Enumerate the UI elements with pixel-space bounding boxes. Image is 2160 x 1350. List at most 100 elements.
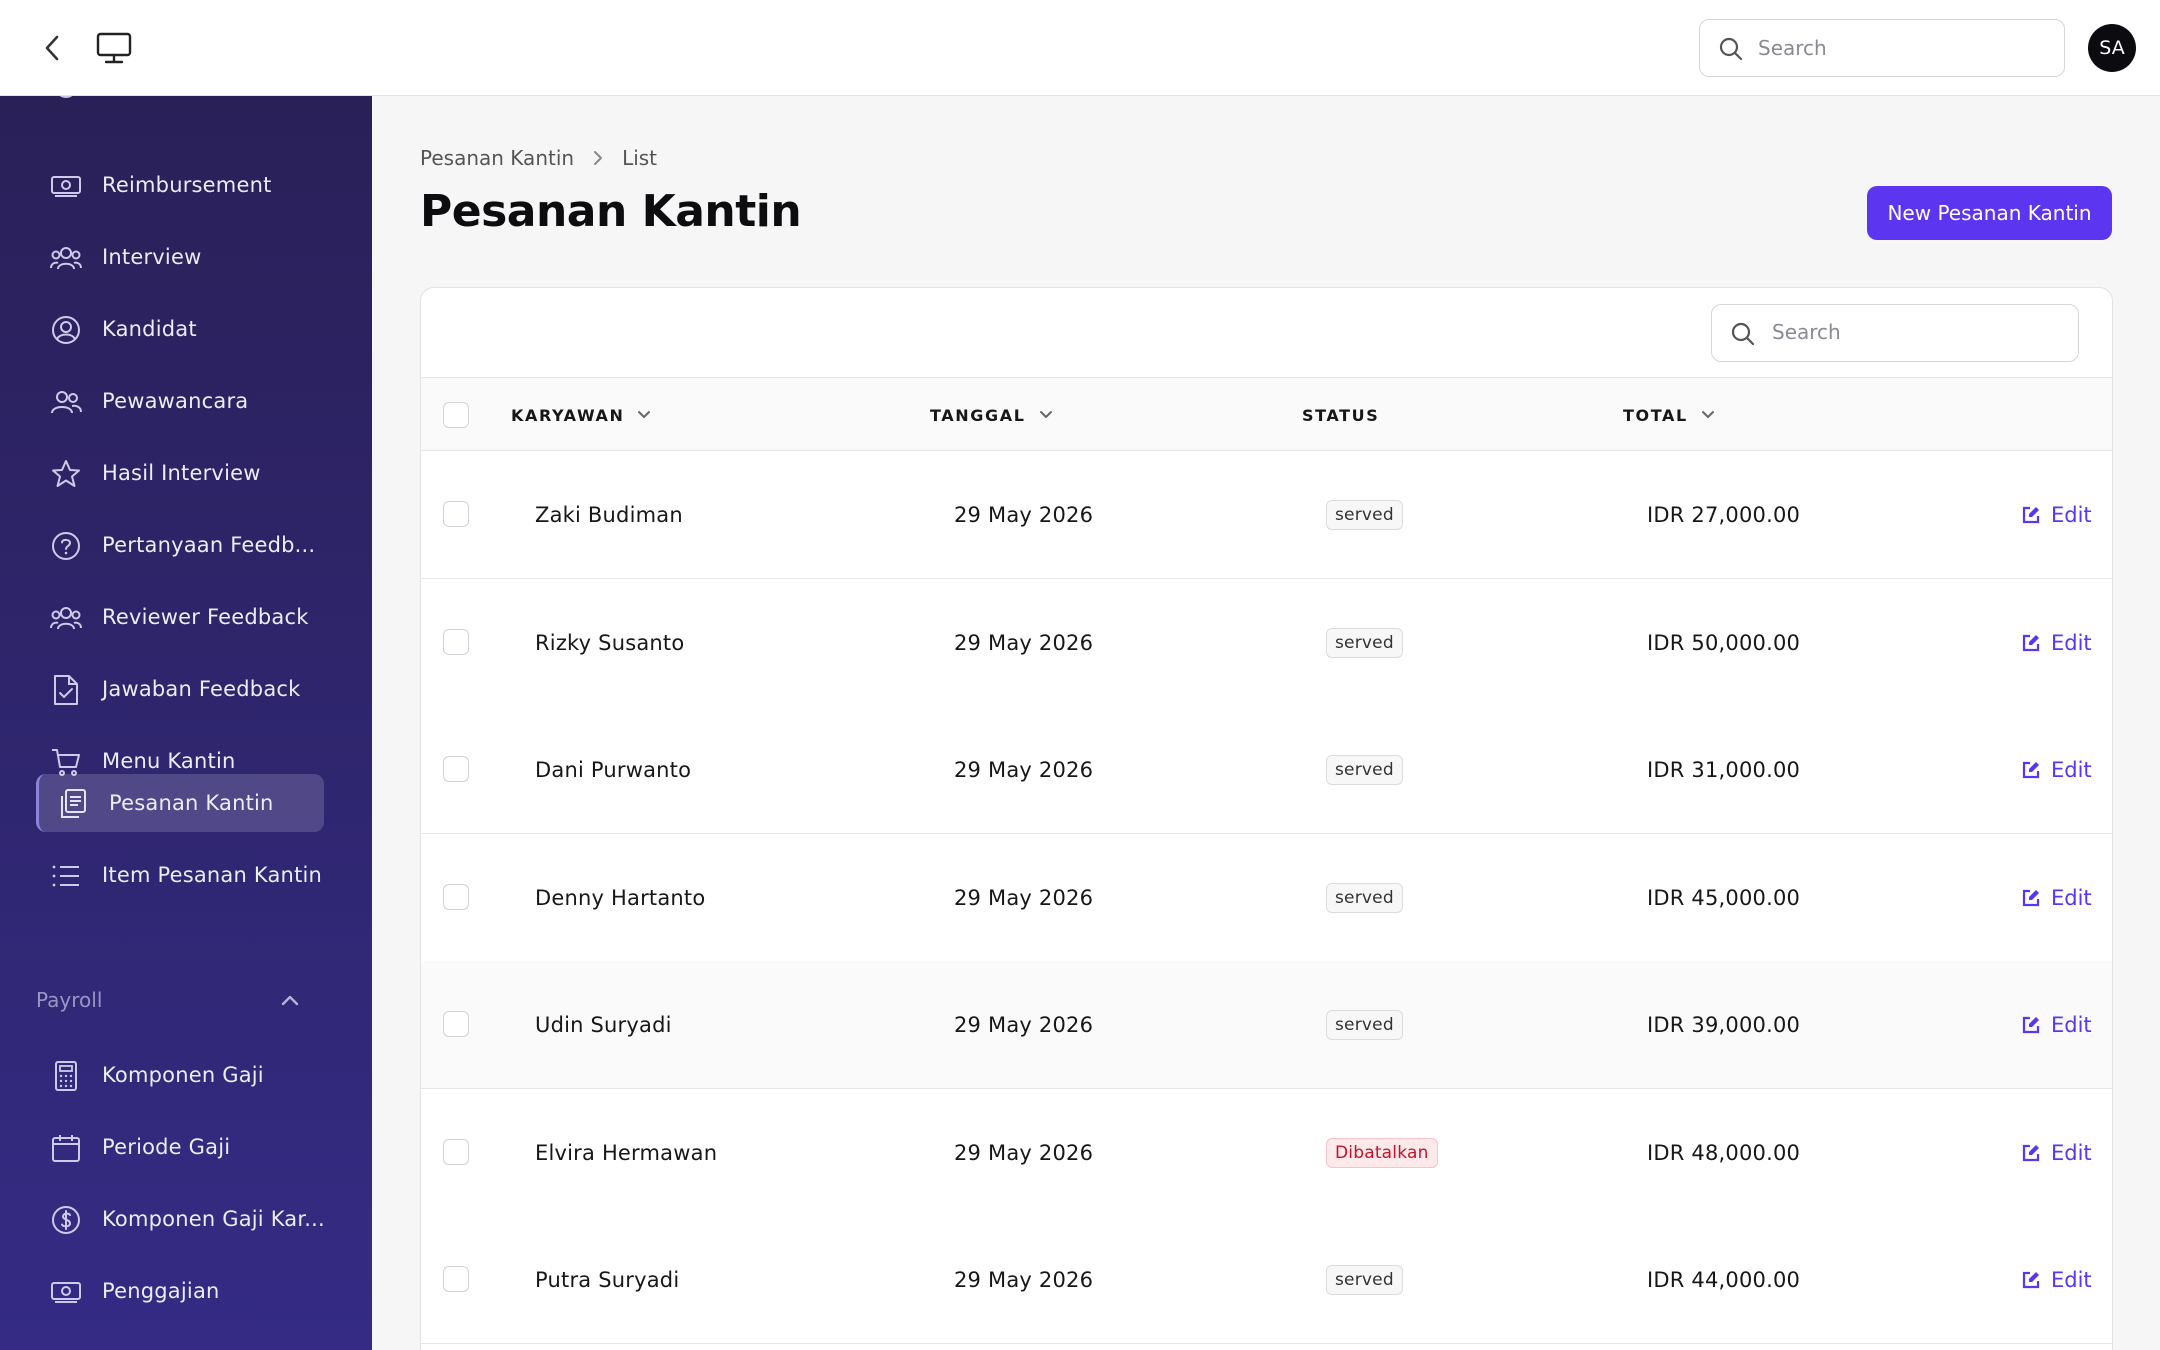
column-header-label: TANGGAL — [930, 405, 1026, 425]
document-check-icon — [50, 674, 82, 706]
column-header-karyawan[interactable]: KARYAWAN — [511, 378, 652, 452]
row-checkbox[interactable] — [443, 501, 469, 527]
sidebar-item-menu-kantin[interactable]: Menu Kantin — [36, 732, 324, 790]
table-row[interactable]: Denny Hartanto 29 May 2026 served IDR 45… — [421, 834, 2112, 962]
row-checkbox[interactable] — [443, 756, 469, 782]
sidebar-item-label: Pertanyaan Feedb... — [102, 533, 316, 557]
edit-button[interactable]: Edit — [2021, 706, 2092, 833]
edit-label: Edit — [2051, 630, 2092, 655]
clipboard-icon — [57, 788, 89, 820]
row-checkbox[interactable] — [443, 1011, 469, 1037]
edit-button[interactable]: Edit — [2021, 451, 2092, 578]
edit-icon — [2022, 761, 2040, 778]
status-badge: served — [1326, 627, 1403, 658]
row-checkbox[interactable] — [443, 1139, 469, 1165]
cell-karyawan: Denny Hartanto — [535, 885, 706, 910]
breadcrumb-link[interactable]: Pesanan Kantin — [420, 146, 575, 170]
sidebar-item-pesanan-kantin[interactable]: Pesanan Kantin — [36, 774, 324, 832]
sidebar-item-interview[interactable]: Interview — [36, 228, 324, 286]
chevron-down-icon — [1700, 409, 1716, 421]
sidebar-item-penggajian[interactable]: Penggajian — [36, 1262, 324, 1320]
cell-status: Dibatalkan — [1326, 1089, 1438, 1216]
user-avatar[interactable]: SA — [2088, 24, 2136, 72]
sidebar-item-komponen-gaji-karyawan[interactable]: Komponen Gaji Kar... — [36, 1190, 325, 1248]
cell-tanggal: 29 May 2026 — [954, 1140, 1094, 1165]
column-header-tanggal[interactable]: TANGGAL — [930, 378, 1054, 452]
table-row[interactable]: Dani Purwanto 29 May 2026 served IDR 31,… — [421, 706, 2112, 834]
table-row[interactable]: Putra Suryadi 29 May 2026 served IDR 44,… — [421, 1216, 2112, 1344]
edit-button[interactable]: Edit — [2021, 1216, 2092, 1343]
new-pesanan-kantin-button[interactable]: New Pesanan Kantin — [1867, 186, 2112, 240]
edit-label: Edit — [2051, 757, 2092, 782]
sidebar-item-item-pesanan-kantin[interactable]: Item Pesanan Kantin — [36, 846, 324, 904]
sidebar-item-komponen-gaji[interactable]: Komponen Gaji — [36, 1046, 324, 1104]
cell-total: IDR 31,000.00 — [1647, 757, 1801, 782]
status-badge: served — [1326, 1009, 1403, 1040]
cell-total: IDR 50,000.00 — [1647, 630, 1801, 655]
chevron-down-icon — [1038, 409, 1054, 421]
sidebar-item-hasil-interview[interactable]: Hasil Interview — [36, 444, 324, 502]
users-icon — [50, 386, 82, 418]
column-header-total[interactable]: TOTAL — [1623, 378, 1716, 452]
chevron-right-icon — [592, 149, 604, 167]
table-header: KARYAWAN TANGGAL STATUS TOTAL — [421, 377, 2112, 452]
table-row[interactable]: Rizky Susanto 29 May 2026 served IDR 50,… — [421, 579, 2112, 707]
monitor-icon[interactable] — [94, 28, 134, 68]
sidebar-item-label: Komponen Gaji — [102, 1063, 264, 1087]
status-badge: served — [1326, 882, 1403, 913]
edit-label: Edit — [2051, 1267, 2092, 1292]
edit-button[interactable]: Edit — [2021, 961, 2092, 1088]
sidebar-section-payroll[interactable]: Payroll — [36, 980, 300, 1020]
row-checkbox[interactable] — [443, 629, 469, 655]
sidebar-item-pewawancara[interactable]: Pewawancara — [36, 372, 324, 430]
cell-total: IDR 44,000.00 — [1647, 1267, 1801, 1292]
cell-tanggal: 29 May 2026 — [954, 757, 1094, 782]
table-row[interactable]: Udin Suryadi 29 May 2026 served IDR 39,0… — [421, 961, 2112, 1089]
cell-status: served — [1326, 1216, 1403, 1343]
user-circle-icon — [50, 314, 82, 346]
cell-status: served — [1326, 834, 1403, 961]
global-search-input[interactable] — [1758, 36, 2038, 60]
cell-karyawan: Elvira Hermawan — [535, 1140, 718, 1165]
select-all-checkbox[interactable] — [443, 402, 469, 428]
sidebar-item-label: Jawaban Feedback — [102, 677, 301, 701]
sidebar-item-label: Pewawancara — [102, 389, 249, 413]
global-search[interactable] — [1699, 19, 2065, 77]
cell-status: served — [1326, 706, 1403, 833]
edit-button[interactable]: Edit — [2021, 579, 2092, 706]
edit-button[interactable]: Edit — [2021, 834, 2092, 961]
cell-karyawan: Zaki Budiman — [535, 502, 683, 527]
edit-button[interactable]: Edit — [2021, 1089, 2092, 1216]
edit-label: Edit — [2051, 1012, 2092, 1037]
sidebar-item-label: Item Pesanan Kantin — [102, 863, 323, 887]
column-header-status: STATUS — [1302, 378, 1379, 452]
calendar-icon — [50, 1132, 82, 1164]
sidebar-item-label: Pesanan Kantin — [109, 791, 274, 815]
table-row[interactable]: Elvira Hermawan 29 May 2026 Dibatalkan I… — [421, 1089, 2112, 1217]
cart-icon — [50, 746, 82, 778]
sidebar-item-label: Hasil Interview — [102, 461, 261, 485]
sidebar-item-jawaban-feedback[interactable]: Jawaban Feedback — [36, 660, 324, 718]
table-row[interactable]: Zaki Budiman 29 May 2026 served IDR 27,0… — [421, 451, 2112, 579]
status-badge: served — [1326, 1264, 1403, 1295]
sidebar-item-reviewer-feedback[interactable]: Reviewer Feedback — [36, 588, 324, 646]
cell-tanggal: 29 May 2026 — [954, 502, 1094, 527]
edit-icon — [2022, 1016, 2040, 1033]
sidebar-section-title: Payroll — [36, 988, 103, 1012]
sidebar-item-label: Periode Gaji — [102, 1135, 231, 1159]
sidebar-item-reimbursement[interactable]: Reimbursement — [36, 156, 324, 214]
chevron-left-icon[interactable] — [34, 30, 70, 66]
table-search-input[interactable] — [1772, 320, 2052, 344]
sidebar-item-pertanyaan-feedback[interactable]: Pertanyaan Feedb... — [36, 516, 324, 574]
sidebar-item-kandidat[interactable]: Kandidat — [36, 300, 324, 358]
row-checkbox[interactable] — [443, 884, 469, 910]
sidebar-item-periode-gaji[interactable]: Periode Gaji — [36, 1118, 324, 1176]
row-checkbox[interactable] — [443, 1266, 469, 1292]
edit-label: Edit — [2051, 885, 2092, 910]
table-search[interactable] — [1711, 304, 2079, 362]
sidebar: Reimbursement Interview Kandidat Pewawan… — [0, 96, 372, 1350]
cell-status: served — [1326, 579, 1403, 706]
cell-status: served — [1326, 451, 1403, 578]
dollar-circle-icon — [50, 1204, 82, 1236]
money-icon — [50, 1276, 82, 1308]
